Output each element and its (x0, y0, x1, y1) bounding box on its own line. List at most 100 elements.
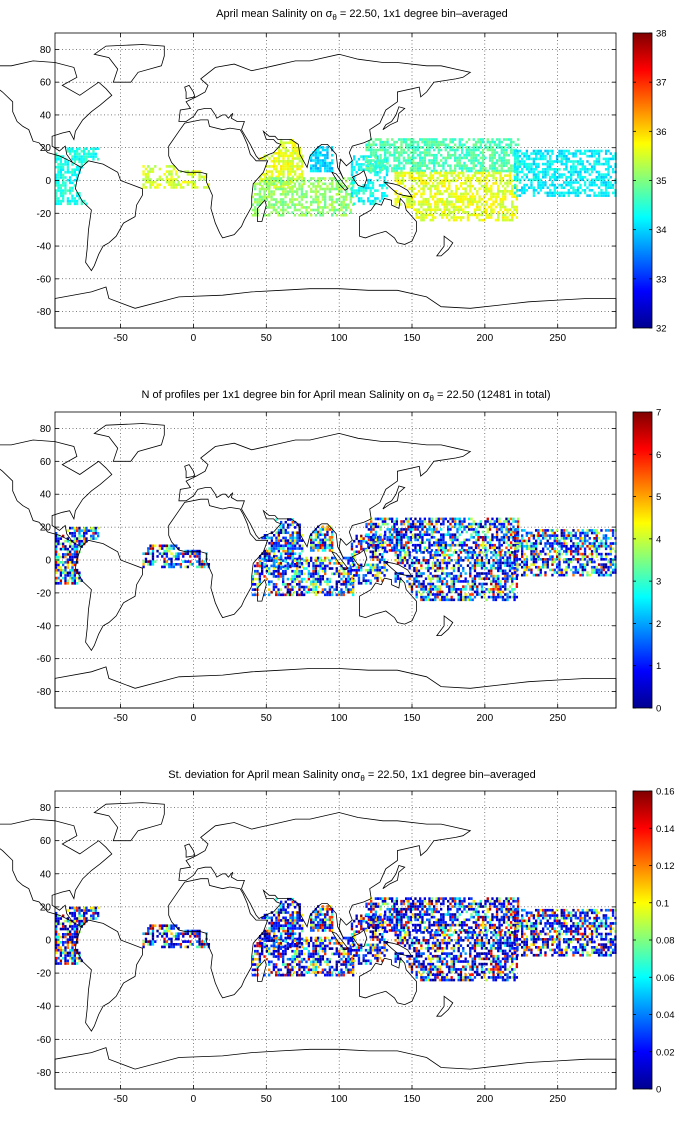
data-cell (440, 543, 443, 547)
data-cell (296, 208, 299, 212)
data-cell (478, 564, 481, 567)
data-cell (62, 576, 65, 580)
data-cell (349, 208, 352, 212)
data-cell (443, 174, 446, 177)
data-cell (293, 198, 297, 201)
data-cell (395, 140, 399, 144)
data-cell (450, 553, 453, 557)
data-cell (412, 138, 415, 141)
data-cell (421, 146, 424, 149)
data-cell (163, 563, 166, 566)
data-cell (443, 595, 446, 599)
data-cell (367, 184, 370, 187)
data-cell (514, 152, 517, 155)
data-cell (579, 160, 582, 163)
data-cell (586, 194, 589, 197)
data-cell (474, 546, 478, 550)
data-cell (393, 520, 396, 523)
data-cell (427, 590, 430, 594)
data-cell (454, 151, 457, 154)
data-cell (454, 517, 457, 521)
data-cell (504, 551, 507, 554)
data-cell (289, 167, 292, 171)
data-cell (469, 551, 472, 554)
data-cell (470, 156, 473, 160)
data-cell (379, 140, 382, 144)
data-cell (270, 556, 273, 560)
data-cell (448, 585, 451, 588)
data-cell (170, 165, 173, 168)
data-cell (504, 564, 507, 567)
data-cell (546, 160, 549, 163)
data-cell (490, 588, 493, 591)
data-cell (604, 157, 608, 161)
data-cell (504, 190, 507, 193)
data-cell (492, 208, 495, 212)
data-cell (282, 179, 285, 183)
data-cell (328, 536, 332, 539)
data-cell (470, 167, 473, 170)
data-cell (372, 536, 375, 539)
data-cell (305, 200, 308, 204)
data-cell (576, 160, 580, 163)
data-cell (71, 171, 74, 174)
data-cell (280, 565, 283, 569)
data-cell (286, 179, 290, 183)
data-cell (472, 146, 475, 149)
data-cell (414, 140, 417, 144)
data-cell (353, 568, 356, 572)
data-cell (191, 552, 194, 556)
data-cell (427, 205, 430, 209)
data-cell (471, 213, 474, 217)
data-cell (355, 189, 358, 192)
data-cell (275, 539, 278, 542)
data-cell (435, 159, 438, 162)
data-cell (417, 171, 421, 175)
data-cell (478, 171, 481, 175)
data-cell (459, 200, 463, 204)
data-cell (497, 564, 500, 567)
data-cell (151, 544, 155, 548)
data-cell (412, 543, 415, 547)
data-cell (443, 566, 446, 570)
data-cell (431, 564, 435, 567)
data-cell (328, 182, 332, 186)
data-cell (514, 543, 517, 547)
data-cell (270, 173, 274, 176)
data-cell (472, 522, 475, 526)
data-cell (607, 165, 610, 169)
data-cell (409, 538, 413, 542)
data-cell (279, 198, 283, 201)
data-cell (265, 569, 269, 573)
data-cell (172, 180, 176, 184)
data-cell (416, 143, 420, 147)
data-cell (76, 576, 79, 580)
data-cell (69, 202, 72, 206)
data-cell (466, 216, 470, 219)
data-cell (80, 542, 83, 546)
data-cell (364, 579, 368, 583)
data-cell (345, 567, 348, 570)
data-cell (275, 177, 278, 180)
data-cell (491, 159, 494, 162)
data-cell (502, 153, 506, 157)
data-cell (402, 140, 406, 144)
data-cell (280, 149, 283, 153)
data-cell (410, 176, 414, 180)
data-cell (263, 552, 267, 556)
data-cell (473, 561, 477, 565)
data-cell (470, 169, 473, 173)
data-cell (282, 159, 285, 163)
data-cell (452, 551, 456, 554)
data-cell (461, 546, 464, 550)
data-cell (291, 146, 294, 150)
data-cell (69, 571, 72, 575)
data-cell (463, 541, 466, 544)
data-cell (76, 555, 79, 559)
data-cell (469, 184, 472, 188)
data-cell (542, 183, 545, 187)
data-cell (357, 542, 361, 546)
data-cell (590, 165, 594, 169)
data-cell (486, 148, 489, 152)
data-cell (258, 564, 262, 568)
